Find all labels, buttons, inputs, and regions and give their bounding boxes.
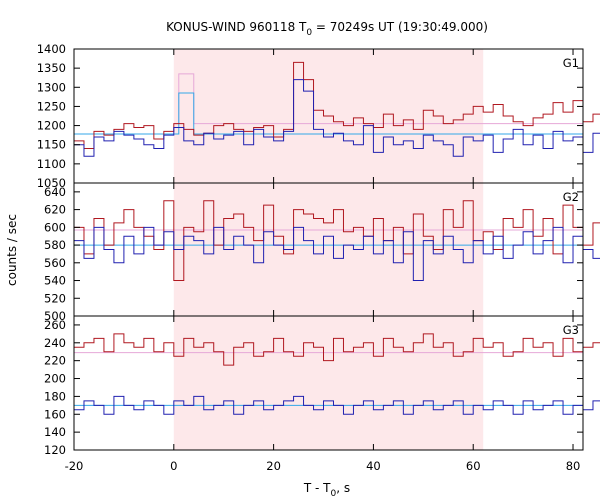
- panels: 10501100115012001250130013501400G1500520…: [37, 42, 600, 473]
- chart-title-main: KONUS-WIND 960118 T: [166, 20, 307, 34]
- panel-g1: 1050 1100 1150 1200 1250 1300 1350 1400 G1: [37, 42, 600, 190]
- chart-title-rest: = 70249s UT (19:30:49.000): [312, 20, 488, 34]
- x-axis-label-main: T - T: [303, 481, 331, 495]
- y-tick-label: 240: [44, 336, 66, 350]
- y-tick-label: 1300: [37, 80, 66, 94]
- y-tick-label: 140: [44, 425, 66, 439]
- x-axis-label-rest: , s: [336, 481, 350, 495]
- background-level-lower-g1: [74, 92, 583, 135]
- y-axis-label: counts / sec: [5, 214, 19, 286]
- y-tick-label: 520: [44, 291, 66, 305]
- series-lower-g3: [74, 395, 600, 415]
- x-axis-label-subscript: 0: [331, 489, 337, 499]
- panel-g2: 500 520 540 560 580 600 620 640 G2: [44, 182, 600, 323]
- panel-label: G2: [563, 190, 579, 204]
- y-tick-label: 560: [44, 256, 66, 270]
- panel-label: G1: [563, 56, 579, 70]
- x-tick-label: 60: [466, 459, 481, 473]
- y-tick-label: 500: [44, 309, 66, 323]
- y-tick-label: 1400: [37, 42, 66, 56]
- y-tick-label: 1100: [37, 157, 66, 171]
- y-tick-label: 620: [44, 203, 66, 217]
- y-tick-label: 580: [44, 238, 66, 252]
- x-tick-label: -20: [65, 459, 84, 473]
- y-tick-label: 540: [44, 274, 66, 288]
- y-tick-label: 600: [44, 220, 66, 234]
- y-tick-label: 200: [44, 372, 66, 386]
- x-tick-label: 80: [566, 459, 581, 473]
- y-tick-label: 180: [44, 389, 66, 403]
- panel-g3: 120 140 160 180 200 220 240 260 G3: [44, 315, 600, 457]
- y-tick-label: 260: [44, 318, 66, 332]
- panel-frame-g3: [73, 315, 584, 451]
- y-tick-label: 1150: [37, 138, 66, 152]
- chart-title: KONUS-WIND 960118 T0 = 70249s UT (19:30:…: [166, 20, 488, 38]
- y-tick-label: 1200: [37, 119, 66, 133]
- series-lower-g1: [74, 79, 600, 157]
- series-lower-g2: [74, 226, 600, 282]
- x-tick-label: 20: [266, 459, 281, 473]
- y-tick-label: 1350: [37, 61, 66, 75]
- y-tick-label: 220: [44, 354, 66, 368]
- panel-label: G3: [563, 323, 579, 337]
- y-tick-label: 120: [44, 443, 66, 457]
- x-tick-label: 40: [366, 459, 381, 473]
- y-tick-label: 160: [44, 407, 66, 421]
- chart-title-subscript: 0: [306, 28, 312, 38]
- y-tick-label: 1050: [37, 176, 66, 190]
- series-upper-g3: [74, 333, 600, 366]
- x-tick-label: 0: [170, 459, 177, 473]
- series-upper-g2: [74, 200, 600, 282]
- y-tick-label: 1250: [37, 99, 66, 113]
- x-axis-label: T - T0, s: [303, 481, 350, 499]
- y-tick-label: 640: [44, 185, 66, 199]
